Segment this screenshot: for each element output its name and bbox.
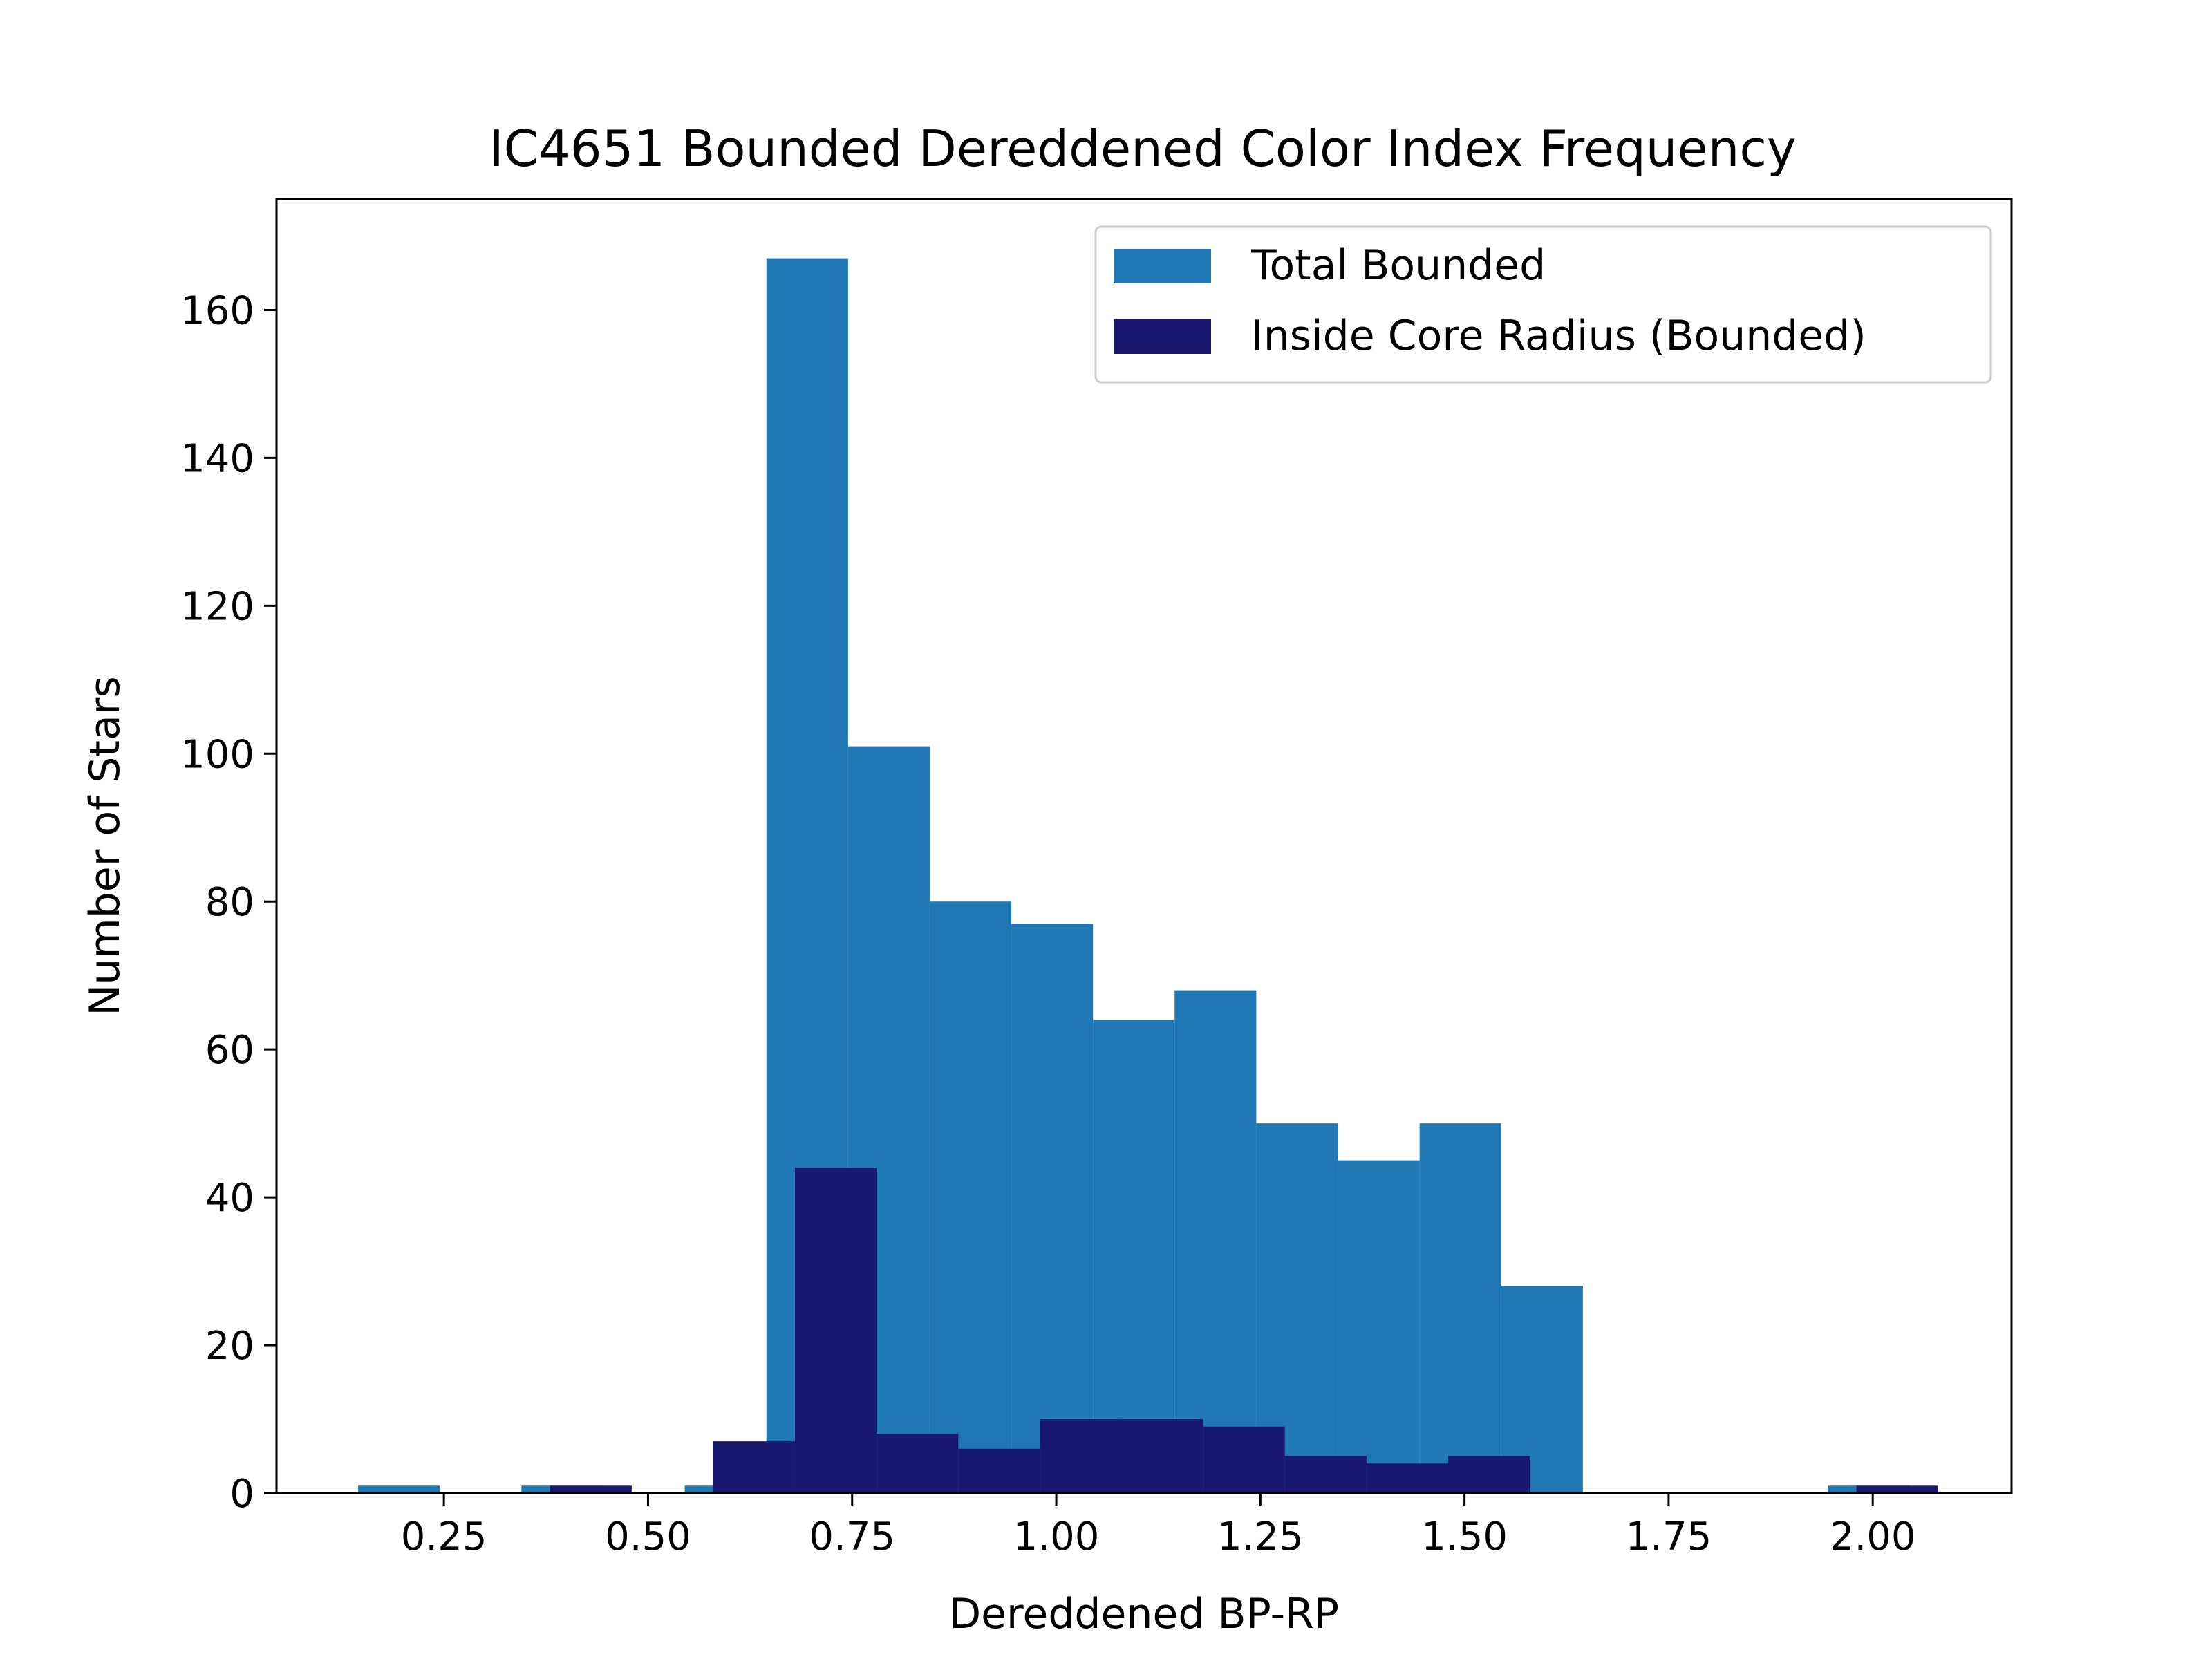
bar-inside-core-16 [1856,1485,1938,1493]
y-tick-label: 140 [180,436,254,481]
bar-total-bounded-8 [1011,924,1094,1493]
y-axis-ticks: 0 20 40 60 80 100 120 140 160 [180,288,276,1517]
x-tick-label: 2.00 [1830,1515,1916,1559]
y-tick-label: 40 [205,1176,254,1221]
legend-label-total-bounded: Total Bounded [1250,241,1546,290]
bar-inside-core-7 [1121,1419,1203,1493]
x-axis-label: Dereddened BP-RP [949,1590,1339,1638]
y-tick-label: 80 [205,880,254,925]
bar-total-bounded-10 [1174,990,1257,1493]
x-tick-label: 1.00 [1013,1515,1100,1559]
bar-inside-core-5 [958,1448,1040,1493]
bar-inside-core-3 [795,1168,877,1493]
legend-label-inside-core: Inside Core Radius (Bounded) [1251,312,1866,360]
x-axis-ticks: 0.25 0.50 0.75 1.00 1.25 1.50 1.75 2.00 [401,1493,1916,1559]
x-tick-label: 0.75 [809,1515,895,1559]
legend-box [1094,225,1992,384]
x-tick-label: 1.75 [1626,1515,1712,1559]
bar-total-bounded-9 [1093,1020,1175,1493]
y-tick-label: 160 [180,288,254,333]
series-total-bounded-bars [358,258,1910,1494]
bar-inside-core-6 [1040,1419,1122,1493]
y-axis-label: Number of Stars [81,676,129,1015]
bar-inside-core-8 [1203,1426,1285,1493]
legend-swatch-inside-core [1114,319,1211,354]
series-inside-core-bars [550,1168,1938,1493]
x-tick-label: 1.25 [1217,1515,1304,1559]
bar-total-bounded-0 [358,1485,440,1493]
x-tick-label: 0.50 [605,1515,691,1559]
bar-inside-core-11 [1447,1456,1530,1493]
y-tick-label: 0 [229,1472,254,1517]
bar-total-bounded-12 [1338,1160,1420,1493]
y-tick-label: 20 [205,1324,254,1369]
y-tick-label: 120 [180,584,254,629]
bar-inside-core-4 [877,1434,959,1493]
x-tick-label: 0.25 [401,1515,487,1559]
x-tick-label: 1.50 [1421,1515,1508,1559]
plot-frame [275,198,2013,1494]
bar-total-bounded-7 [929,901,1012,1493]
y-tick-label: 100 [180,732,254,777]
bar-inside-core-2 [713,1441,796,1493]
bar-total-bounded-13 [1419,1123,1501,1493]
y-tick-label: 60 [205,1028,254,1073]
legend: Total Bounded Inside Core Radius (Bounde… [1094,225,1992,384]
chart-title: IC4651 Bounded Dereddened Color Index Fr… [489,120,1796,178]
legend-swatch-total-bounded [1114,249,1211,283]
bar-inside-core-0 [550,1485,632,1493]
bar-inside-core-10 [1366,1463,1448,1493]
bar-inside-core-9 [1284,1456,1367,1493]
